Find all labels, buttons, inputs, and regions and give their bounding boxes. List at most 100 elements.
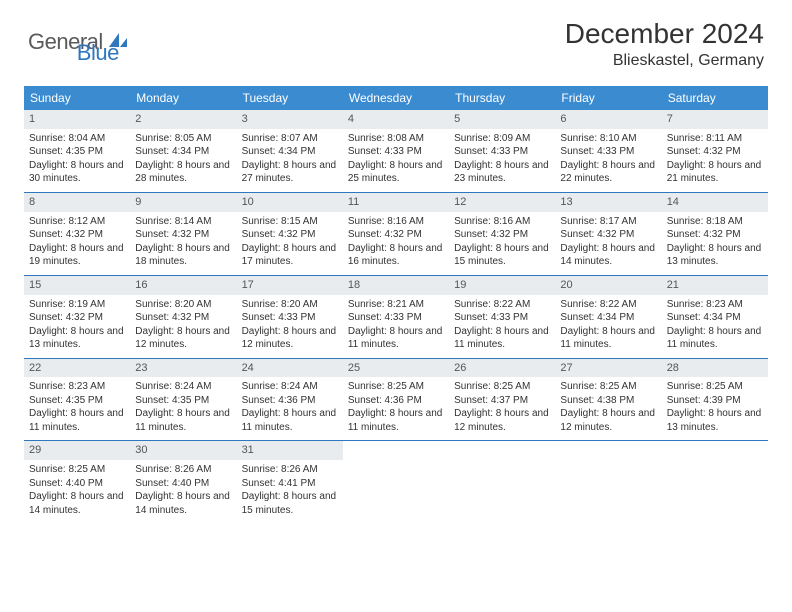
day-cell: 24Sunrise: 8:24 AMSunset: 4:36 PMDayligh… bbox=[237, 359, 343, 441]
day-header-cell: Tuesday bbox=[237, 86, 343, 110]
day-cell: 25Sunrise: 8:25 AMSunset: 4:36 PMDayligh… bbox=[343, 359, 449, 441]
day-number: 30 bbox=[130, 441, 236, 460]
daylight-text: Daylight: 8 hours and 22 minutes. bbox=[560, 159, 656, 186]
day-cell: 2Sunrise: 8:05 AMSunset: 4:34 PMDaylight… bbox=[130, 110, 236, 192]
sunset-text: Sunset: 4:34 PM bbox=[242, 145, 338, 159]
daylight-text: Daylight: 8 hours and 11 minutes. bbox=[560, 325, 656, 352]
sunset-text: Sunset: 4:36 PM bbox=[242, 394, 338, 408]
weeks-container: 1Sunrise: 8:04 AMSunset: 4:35 PMDaylight… bbox=[24, 110, 768, 523]
daylight-text: Daylight: 8 hours and 25 minutes. bbox=[348, 159, 444, 186]
sunrise-text: Sunrise: 8:12 AM bbox=[29, 215, 125, 229]
sunrise-text: Sunrise: 8:24 AM bbox=[242, 380, 338, 394]
day-cell: 1Sunrise: 8:04 AMSunset: 4:35 PMDaylight… bbox=[24, 110, 130, 192]
daylight-text: Daylight: 8 hours and 12 minutes. bbox=[135, 325, 231, 352]
day-cell: 14Sunrise: 8:18 AMSunset: 4:32 PMDayligh… bbox=[662, 193, 768, 275]
sunrise-text: Sunrise: 8:25 AM bbox=[348, 380, 444, 394]
day-header-cell: Friday bbox=[555, 86, 661, 110]
day-number: 14 bbox=[662, 193, 768, 212]
sunrise-text: Sunrise: 8:11 AM bbox=[667, 132, 763, 146]
day-number: 12 bbox=[449, 193, 555, 212]
day-number: 10 bbox=[237, 193, 343, 212]
day-number: 29 bbox=[24, 441, 130, 460]
daylight-text: Daylight: 8 hours and 12 minutes. bbox=[454, 407, 550, 434]
daylight-text: Daylight: 8 hours and 11 minutes. bbox=[135, 407, 231, 434]
sunset-text: Sunset: 4:32 PM bbox=[135, 311, 231, 325]
week-row: 22Sunrise: 8:23 AMSunset: 4:35 PMDayligh… bbox=[24, 358, 768, 441]
daylight-text: Daylight: 8 hours and 27 minutes. bbox=[242, 159, 338, 186]
day-number: 31 bbox=[237, 441, 343, 460]
day-number: 6 bbox=[555, 110, 661, 129]
daylight-text: Daylight: 8 hours and 11 minutes. bbox=[348, 407, 444, 434]
sunset-text: Sunset: 4:33 PM bbox=[454, 311, 550, 325]
day-number: 3 bbox=[237, 110, 343, 129]
day-cell: 13Sunrise: 8:17 AMSunset: 4:32 PMDayligh… bbox=[555, 193, 661, 275]
sunrise-text: Sunrise: 8:19 AM bbox=[29, 298, 125, 312]
day-number: 17 bbox=[237, 276, 343, 295]
sunset-text: Sunset: 4:35 PM bbox=[29, 394, 125, 408]
sunset-text: Sunset: 4:33 PM bbox=[348, 145, 444, 159]
sunrise-text: Sunrise: 8:14 AM bbox=[135, 215, 231, 229]
sunrise-text: Sunrise: 8:20 AM bbox=[242, 298, 338, 312]
title-block: December 2024 Blieskastel, Germany bbox=[565, 18, 764, 70]
daylight-text: Daylight: 8 hours and 23 minutes. bbox=[454, 159, 550, 186]
day-cell: 30Sunrise: 8:26 AMSunset: 4:40 PMDayligh… bbox=[130, 441, 236, 523]
daylight-text: Daylight: 8 hours and 30 minutes. bbox=[29, 159, 125, 186]
day-cell: 16Sunrise: 8:20 AMSunset: 4:32 PMDayligh… bbox=[130, 276, 236, 358]
sunset-text: Sunset: 4:33 PM bbox=[348, 311, 444, 325]
day-cell: 26Sunrise: 8:25 AMSunset: 4:37 PMDayligh… bbox=[449, 359, 555, 441]
day-cell: 8Sunrise: 8:12 AMSunset: 4:32 PMDaylight… bbox=[24, 193, 130, 275]
day-header-cell: Monday bbox=[130, 86, 236, 110]
sunrise-text: Sunrise: 8:21 AM bbox=[348, 298, 444, 312]
sunset-text: Sunset: 4:33 PM bbox=[242, 311, 338, 325]
day-number: 13 bbox=[555, 193, 661, 212]
sunset-text: Sunset: 4:32 PM bbox=[29, 228, 125, 242]
sunset-text: Sunset: 4:35 PM bbox=[135, 394, 231, 408]
sunrise-text: Sunrise: 8:25 AM bbox=[667, 380, 763, 394]
day-cell bbox=[662, 441, 768, 523]
week-row: 15Sunrise: 8:19 AMSunset: 4:32 PMDayligh… bbox=[24, 275, 768, 358]
sunset-text: Sunset: 4:39 PM bbox=[667, 394, 763, 408]
day-cell bbox=[343, 441, 449, 523]
day-number: 21 bbox=[662, 276, 768, 295]
sunrise-text: Sunrise: 8:07 AM bbox=[242, 132, 338, 146]
sunset-text: Sunset: 4:37 PM bbox=[454, 394, 550, 408]
daylight-text: Daylight: 8 hours and 12 minutes. bbox=[560, 407, 656, 434]
day-cell: 9Sunrise: 8:14 AMSunset: 4:32 PMDaylight… bbox=[130, 193, 236, 275]
day-cell bbox=[449, 441, 555, 523]
day-cell: 31Sunrise: 8:26 AMSunset: 4:41 PMDayligh… bbox=[237, 441, 343, 523]
day-cell: 17 Sunrise: 8:20 AMSunset: 4:33 PMDayligh… bbox=[237, 276, 343, 358]
sunset-text: Sunset: 4:34 PM bbox=[135, 145, 231, 159]
sunrise-text: Sunrise: 8:22 AM bbox=[454, 298, 550, 312]
sunset-text: Sunset: 4:34 PM bbox=[560, 311, 656, 325]
day-cell: 3 Sunrise: 8:07 AMSunset: 4:34 PMDaylight… bbox=[237, 110, 343, 192]
day-cell bbox=[555, 441, 661, 523]
sunrise-text: Sunrise: 8:05 AM bbox=[135, 132, 231, 146]
day-cell: 27Sunrise: 8:25 AMSunset: 4:38 PMDayligh… bbox=[555, 359, 661, 441]
day-cell: 7Sunrise: 8:11 AMSunset: 4:32 PMDaylight… bbox=[662, 110, 768, 192]
daylight-text: Daylight: 8 hours and 21 minutes. bbox=[667, 159, 763, 186]
sunrise-text: Sunrise: 8:18 AM bbox=[667, 215, 763, 229]
sunrise-text: Sunrise: 8:15 AM bbox=[242, 215, 338, 229]
day-number: 27 bbox=[555, 359, 661, 378]
sunset-text: Sunset: 4:34 PM bbox=[667, 311, 763, 325]
day-cell: 12Sunrise: 8:16 AMSunset: 4:32 PMDayligh… bbox=[449, 193, 555, 275]
day-number: 4 bbox=[343, 110, 449, 129]
daylight-text: Daylight: 8 hours and 16 minutes. bbox=[348, 242, 444, 269]
day-number: 26 bbox=[449, 359, 555, 378]
day-cell: 15Sunrise: 8:19 AMSunset: 4:32 PMDayligh… bbox=[24, 276, 130, 358]
day-number: 1 bbox=[24, 110, 130, 129]
sunrise-text: Sunrise: 8:24 AM bbox=[135, 380, 231, 394]
daylight-text: Daylight: 8 hours and 11 minutes. bbox=[667, 325, 763, 352]
sunset-text: Sunset: 4:33 PM bbox=[560, 145, 656, 159]
daylight-text: Daylight: 8 hours and 12 minutes. bbox=[242, 325, 338, 352]
sunrise-text: Sunrise: 8:08 AM bbox=[348, 132, 444, 146]
sunrise-text: Sunrise: 8:23 AM bbox=[29, 380, 125, 394]
day-number: 25 bbox=[343, 359, 449, 378]
day-number: 23 bbox=[130, 359, 236, 378]
day-cell: 11Sunrise: 8:16 AMSunset: 4:32 PMDayligh… bbox=[343, 193, 449, 275]
day-cell: 28Sunrise: 8:25 AMSunset: 4:39 PMDayligh… bbox=[662, 359, 768, 441]
sunset-text: Sunset: 4:33 PM bbox=[454, 145, 550, 159]
calendar: SundayMondayTuesdayWednesdayThursdayFrid… bbox=[24, 86, 768, 523]
sunrise-text: Sunrise: 8:26 AM bbox=[242, 463, 338, 477]
day-number: 19 bbox=[449, 276, 555, 295]
